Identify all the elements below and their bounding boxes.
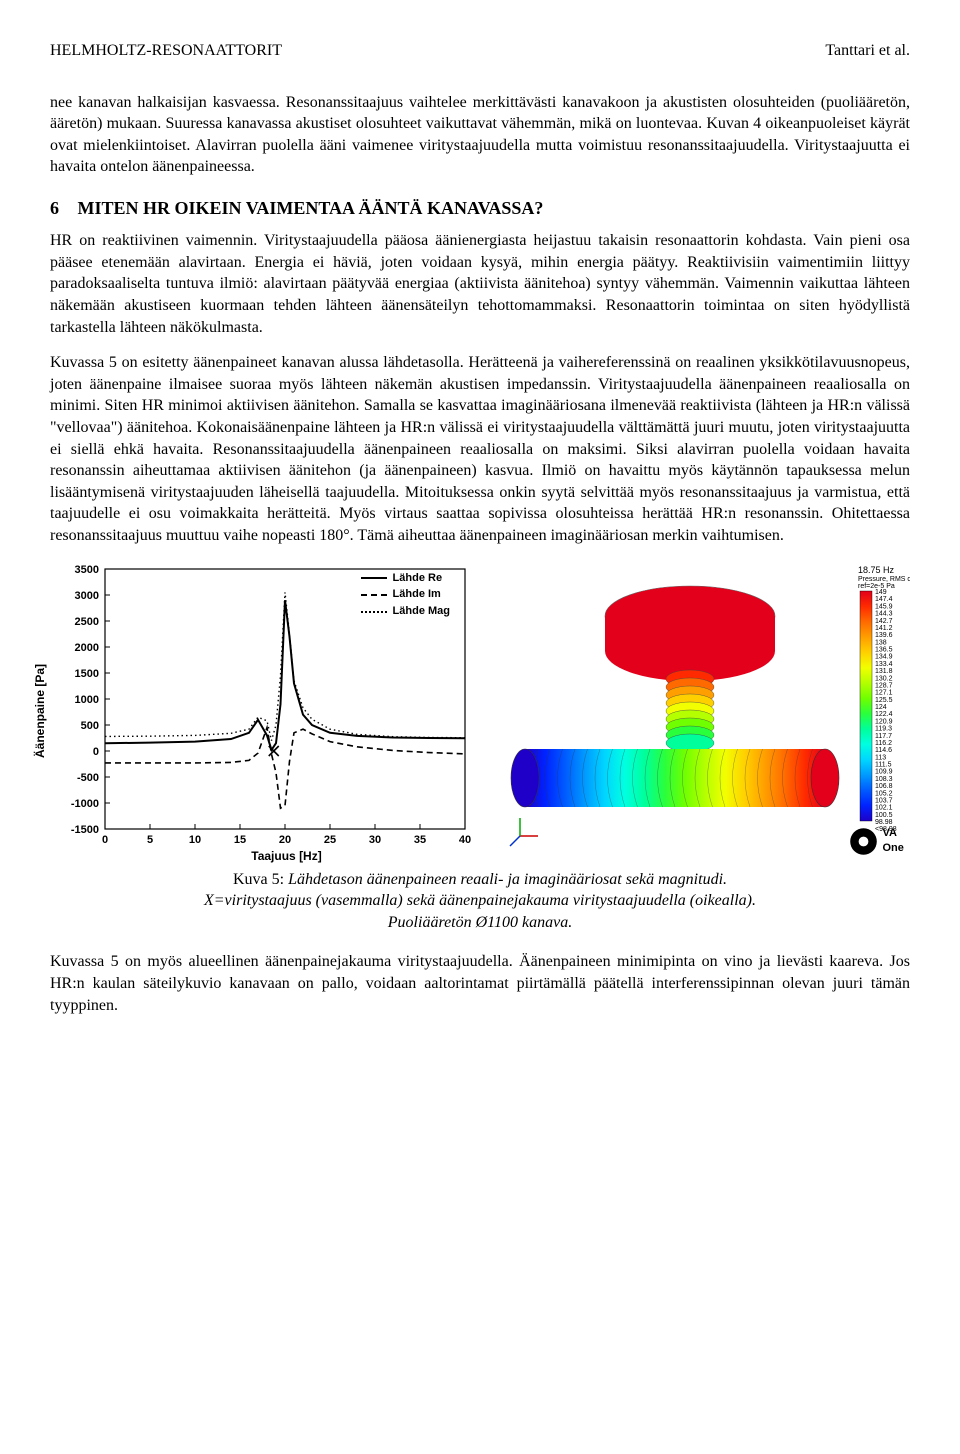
svg-text:0: 0 <box>102 834 108 846</box>
svg-text:100.5: 100.5 <box>875 811 893 818</box>
svg-text:-500: -500 <box>77 772 99 784</box>
svg-text:5: 5 <box>147 834 153 846</box>
svg-text:111.5: 111.5 <box>875 761 892 768</box>
svg-text:120.9: 120.9 <box>875 718 893 725</box>
running-header: HELMHOLTZ-RESONAATTORIT Tanttari et al. <box>50 40 910 62</box>
svg-text:-1000: -1000 <box>71 798 99 810</box>
svg-text:500: 500 <box>81 720 99 732</box>
svg-text:3500: 3500 <box>75 564 99 576</box>
svg-text:2000: 2000 <box>75 642 99 654</box>
paragraph-2: HR on reaktiivinen vaimennin. Viritystaa… <box>50 230 910 338</box>
figure-5-caption: Kuva 5: Lähdetason äänenpaineen reaali- … <box>90 869 870 934</box>
svg-text:102.1: 102.1 <box>875 804 893 811</box>
section-num: 6 <box>50 198 59 218</box>
sim-svg: 18.75 HzPressure, RMS dBref=2e-5 Pa14914… <box>490 561 910 861</box>
svg-text:2500: 2500 <box>75 616 99 628</box>
svg-text:142.7: 142.7 <box>875 617 893 624</box>
svg-text:40: 40 <box>459 834 471 846</box>
legend-swatch-dot <box>361 611 387 613</box>
line-chart: Äänenpaine [Pa] Taajuus [Hz] 05101520253… <box>50 561 480 861</box>
svg-text:0: 0 <box>93 746 99 758</box>
svg-text:149: 149 <box>875 589 887 596</box>
svg-text:20: 20 <box>279 834 291 846</box>
paragraph-1: nee kanavan halkaisijan kasvaessa. Reson… <box>50 92 910 178</box>
header-left: HELMHOLTZ-RESONAATTORIT <box>50 40 282 62</box>
svg-text:35: 35 <box>414 834 426 846</box>
caption-line1: Lähdetason äänenpaineen reaali- ja imagi… <box>288 871 727 888</box>
header-right: Tanttari et al. <box>825 40 910 62</box>
svg-text:133.4: 133.4 <box>875 660 893 667</box>
svg-text:30: 30 <box>369 834 381 846</box>
svg-text:113: 113 <box>875 754 886 761</box>
svg-text:25: 25 <box>324 834 336 846</box>
svg-text:119.3: 119.3 <box>875 725 892 732</box>
svg-text:125.5: 125.5 <box>875 696 893 703</box>
svg-text:98.98: 98.98 <box>875 819 893 826</box>
legend-mag: Lähde Mag <box>393 604 450 619</box>
chart-legend: Lähde Re Lähde Im Lähde Mag <box>361 571 450 622</box>
svg-text:106.8: 106.8 <box>875 783 893 790</box>
caption-line3: Puoliääretön Ø1100 kanava. <box>388 914 572 931</box>
legend-im: Lähde Im <box>393 587 441 602</box>
section-6-heading: 6 MITEN HR OIKEIN VAIMENTAA ÄÄNTÄ KANAVA… <box>50 196 910 220</box>
svg-text:147.4: 147.4 <box>875 596 893 603</box>
svg-text:134.9: 134.9 <box>875 653 893 660</box>
svg-text:105.2: 105.2 <box>875 790 893 797</box>
paragraph-4: Kuvassa 5 on myös alueellinen äänenpaine… <box>50 951 910 1016</box>
svg-text:141.2: 141.2 <box>875 625 893 632</box>
simulation-render: 18.75 HzPressure, RMS dBref=2e-5 Pa14914… <box>490 561 910 861</box>
svg-text:144.3: 144.3 <box>875 610 893 617</box>
svg-text:117.7: 117.7 <box>875 732 892 739</box>
svg-text:Pressure, RMS dB: Pressure, RMS dB <box>858 576 910 583</box>
paragraph-3: Kuvassa 5 on esitetty äänenpaineet kanav… <box>50 352 910 546</box>
svg-text:3000: 3000 <box>75 590 99 602</box>
caption-lead: Kuva 5: <box>233 871 284 888</box>
vaone-logo: VA One <box>848 826 904 857</box>
legend-swatch-dash <box>361 594 387 596</box>
svg-text:1000: 1000 <box>75 694 99 706</box>
svg-text:116.2: 116.2 <box>875 740 892 747</box>
legend-re: Lähde Re <box>393 571 443 586</box>
legend-swatch-solid <box>361 577 387 579</box>
svg-text:114.6: 114.6 <box>875 747 892 754</box>
svg-text:1500: 1500 <box>75 668 99 680</box>
svg-text:122.4: 122.4 <box>875 711 893 718</box>
svg-text:131.8: 131.8 <box>875 668 893 675</box>
svg-text:139.6: 139.6 <box>875 632 893 639</box>
svg-text:124: 124 <box>875 704 887 711</box>
svg-text:108.3: 108.3 <box>875 775 893 782</box>
svg-text:18.75 Hz: 18.75 Hz <box>858 565 895 575</box>
chart-ylabel: Äänenpaine [Pa] <box>32 664 48 758</box>
svg-text:109.9: 109.9 <box>875 768 893 775</box>
section-title: MITEN HR OIKEIN VAIMENTAA ÄÄNTÄ KANAVASS… <box>78 198 544 218</box>
figure-5: Äänenpaine [Pa] Taajuus [Hz] 05101520253… <box>50 561 910 861</box>
caption-line2: X=viritystaajuus (vasemmalla) sekä äänen… <box>204 892 756 909</box>
svg-text:15: 15 <box>234 834 246 846</box>
svg-text:138: 138 <box>875 639 887 646</box>
svg-text:136.5: 136.5 <box>875 646 893 653</box>
svg-text:128.7: 128.7 <box>875 682 893 689</box>
svg-text:145.9: 145.9 <box>875 603 893 610</box>
chart-xlabel: Taajuus [Hz] <box>251 848 321 864</box>
svg-text:127.1: 127.1 <box>875 689 893 696</box>
svg-text:-1500: -1500 <box>71 824 99 836</box>
svg-text:10: 10 <box>189 834 201 846</box>
svg-text:130.2: 130.2 <box>875 675 893 682</box>
svg-text:103.7: 103.7 <box>875 797 893 804</box>
